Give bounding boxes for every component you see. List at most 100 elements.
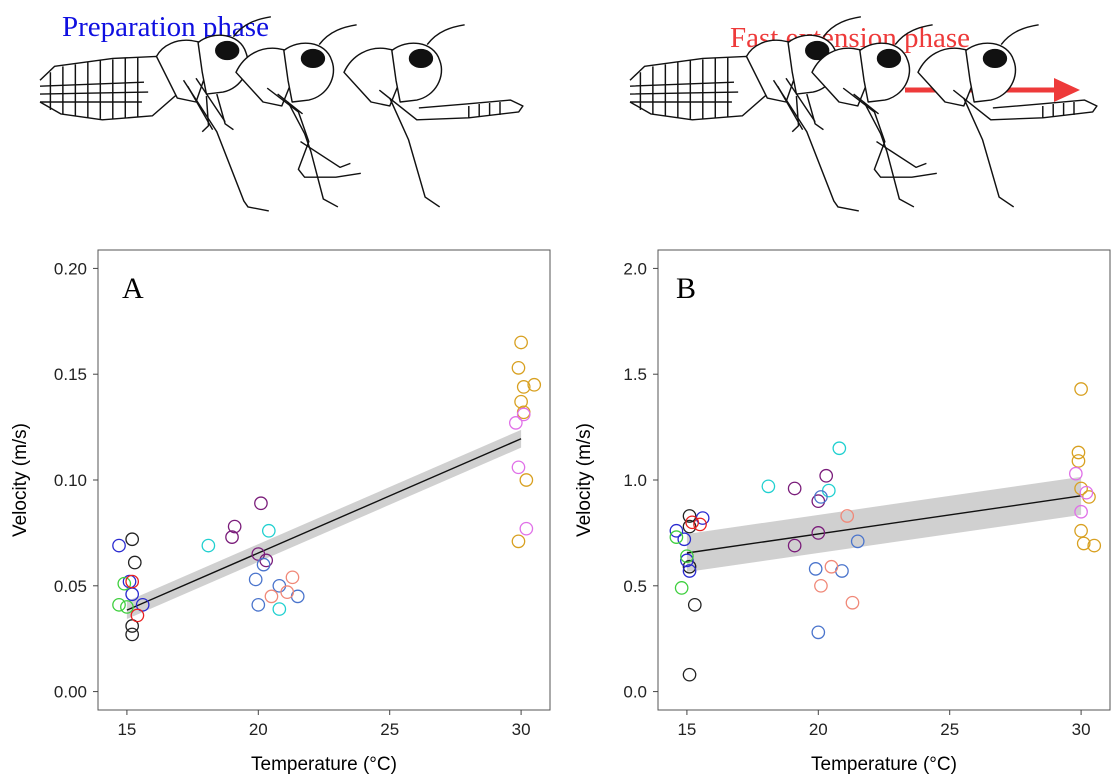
- data-point: [682, 559, 697, 574]
- x-tick-label: 15: [677, 720, 696, 739]
- data-point: [850, 534, 865, 549]
- data-point: [811, 526, 826, 540]
- data-point: [677, 532, 692, 547]
- data-point: [527, 377, 542, 392]
- data-point: [508, 416, 523, 430]
- data-point: [514, 335, 528, 350]
- x-tick-label: 15: [117, 720, 136, 739]
- data-point: [682, 519, 697, 534]
- data-point: [674, 581, 689, 595]
- data-point: [832, 441, 847, 456]
- y-tick-label: 0.05: [54, 577, 87, 596]
- y-tick-label: 1.5: [623, 365, 647, 384]
- data-point: [112, 597, 126, 612]
- data-point: [814, 578, 828, 593]
- data-point: [511, 460, 526, 475]
- y-tick-label: 0.5: [623, 577, 647, 596]
- x-tick-label: 30: [512, 720, 531, 739]
- locust-illustration-left-sit-icon: [39, 16, 272, 212]
- locust-illustration-left-ext-icon: [343, 24, 524, 208]
- data-point: [814, 490, 828, 504]
- data-point: [516, 407, 531, 422]
- y-tick-label: 0.20: [54, 259, 87, 278]
- data-point: [685, 515, 700, 530]
- data-point: [251, 597, 266, 612]
- data-point: [280, 585, 295, 599]
- data-point: [272, 602, 287, 616]
- y-tick-label: 0.00: [54, 683, 87, 702]
- data-point: [669, 523, 684, 538]
- data-point: [264, 589, 279, 604]
- plot-area-b: [657, 249, 1111, 711]
- data-point: [125, 627, 140, 642]
- x-tick-label: 20: [249, 720, 268, 739]
- data-point: [117, 576, 132, 591]
- data-point: [514, 394, 528, 409]
- y-axis-title-a: Velocity (m/s): [10, 423, 31, 537]
- data-point: [201, 538, 216, 553]
- x-tick-label: 25: [380, 720, 399, 739]
- data-point: [519, 473, 534, 487]
- chart-panel-b: 0.0 0.5 1.0 1.5 2.0 15 20 25 30 Temperature (°C) V…: [574, 249, 1111, 775]
- data-point: [840, 509, 855, 523]
- y-axis-title-b: Velocity (m/s): [574, 423, 595, 537]
- data-point: [669, 530, 684, 544]
- data-point: [256, 557, 271, 572]
- y-tick-label: 0.10: [54, 471, 87, 490]
- data-point: [811, 494, 826, 509]
- data-point: [225, 530, 239, 544]
- data-point: [1074, 523, 1088, 538]
- data-point: [259, 553, 274, 568]
- data-point: [254, 496, 268, 511]
- data-point: [511, 534, 526, 549]
- data-point: [1071, 445, 1086, 460]
- x-tick-label: 20: [809, 720, 828, 739]
- x-axis-title-b: Temperature (°C): [811, 754, 957, 775]
- data-point: [693, 517, 707, 532]
- data-point: [1082, 490, 1096, 504]
- data-point: [516, 380, 531, 394]
- x-tick-label: 25: [940, 720, 959, 739]
- data-point: [1076, 536, 1091, 551]
- data-point: [261, 523, 276, 538]
- data-point: [1079, 485, 1094, 500]
- data-point: [120, 600, 134, 614]
- data-point: [682, 509, 697, 523]
- data-point: [824, 559, 839, 574]
- data-point: [682, 667, 697, 682]
- data-point: [845, 595, 860, 610]
- data-point: [112, 538, 126, 553]
- data-point: [680, 549, 694, 564]
- y-tick-label: 0.0: [623, 683, 647, 702]
- data-point: [811, 625, 826, 640]
- data-point: [1068, 466, 1083, 481]
- data-point: [1071, 454, 1086, 468]
- plot-area-a: [97, 249, 551, 711]
- data-point: [761, 479, 776, 494]
- data-point: [787, 481, 802, 496]
- data-point: [248, 572, 263, 587]
- locust-illustration-left-half-icon: [235, 24, 362, 208]
- data-point: [511, 361, 526, 375]
- data-point: [227, 519, 242, 534]
- data-point: [130, 608, 145, 623]
- data-point: [519, 521, 534, 536]
- panel-letter-a: A: [122, 272, 144, 305]
- data-point: [682, 564, 697, 578]
- data-point: [127, 555, 142, 570]
- data-point: [680, 553, 694, 568]
- data-point: [687, 597, 702, 612]
- panel-letter-b: B: [676, 272, 696, 305]
- data-point: [787, 538, 802, 553]
- y-tick-label: 1.0: [623, 471, 647, 490]
- data-point: [125, 532, 140, 547]
- data-point: [1087, 538, 1102, 553]
- data-point: [1074, 382, 1088, 396]
- data-point: [125, 574, 140, 589]
- chart-panel-a: 0.00 0.05 0.10 0.15 0.20 15 20 25 30 Temperature …: [10, 249, 551, 775]
- trend-line-b: [686, 495, 1082, 554]
- y-tick-label: 0.15: [54, 365, 87, 384]
- y-tick-label: 2.0: [623, 259, 647, 278]
- data-point: [285, 570, 300, 585]
